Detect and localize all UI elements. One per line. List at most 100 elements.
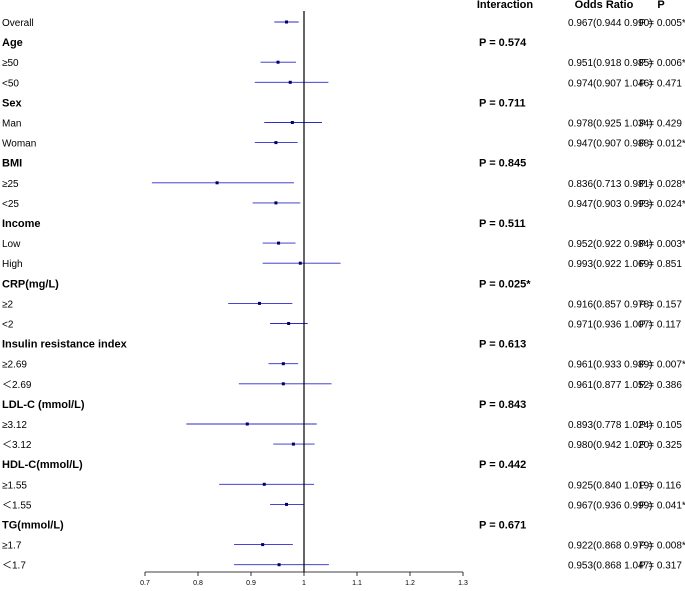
p-value: P = 0.007*	[639, 360, 685, 371]
subgroup-label: ≥1.55	[2, 480, 27, 491]
subgroup-label: ＜3.12	[2, 440, 32, 451]
odds-ratio-value: 0.922(0.868 0.979)	[568, 541, 653, 552]
x-tick-label: 1.1	[352, 580, 362, 587]
p-value: P = 0.386	[639, 380, 682, 391]
subgroup-label: ≥1.7	[2, 541, 22, 552]
x-tick-label: 1	[302, 580, 306, 587]
odds-ratio-point	[261, 543, 265, 547]
odds-ratio-point	[291, 442, 295, 446]
odds-ratio-value: 0.951(0.918 0.985)	[568, 58, 653, 69]
p-value: P = 0.012*	[639, 139, 685, 150]
odds-ratio-value: 0.980(0.942 1.020)	[568, 440, 653, 451]
p-value: P = 0.317	[639, 561, 682, 572]
odds-ratio-point	[262, 482, 266, 486]
odds-ratio-value: 0.947(0.903 0.993)	[568, 199, 653, 210]
odds-ratio-value: 0.961(0.933 0.989)	[568, 360, 653, 371]
p-value: P = 0.117	[639, 320, 682, 331]
p-value: P = 0.003*	[639, 239, 685, 250]
interaction-p-value: P = 0.845	[479, 158, 526, 170]
subgroup-label: <25	[2, 199, 19, 210]
subgroup-label: ≥50	[2, 58, 19, 69]
interaction-p-value: P = 0.711	[479, 97, 526, 109]
p-value: P = 0.024*	[639, 199, 685, 210]
interaction-p-value: P = 0.025*	[479, 278, 531, 290]
odds-ratio-value: 0.974(0.907 1.046)	[568, 78, 653, 89]
group-label: LDL-C (mmol/L)	[2, 399, 85, 411]
odds-ratio-value: 0.971(0.936 1.007)	[568, 320, 653, 331]
subgroup-label: ＜1.7	[2, 561, 26, 572]
odds-ratio-point	[288, 80, 292, 84]
interaction-p-value: P = 0.442	[479, 459, 526, 471]
subgroup-label: ＜1.55	[2, 500, 32, 511]
subgroup-label: Man	[2, 119, 21, 130]
p-value: P = 0.429	[639, 119, 682, 130]
odds-ratio-value: 0.993(0.922 1.069)	[568, 259, 653, 270]
p-value: P = 0.005*	[639, 18, 685, 29]
subgroup-label: Low	[2, 239, 21, 250]
p-value: P = 0.851	[639, 259, 682, 270]
subgroup-label: Woman	[2, 139, 36, 150]
odds-ratio-value: 0.836(0.713 0.981)	[568, 179, 653, 190]
odds-ratio-value: 0.953(0.868 1.047)	[568, 561, 653, 572]
odds-ratio-value: 0.947(0.907 0.988)	[568, 139, 653, 150]
odds-ratio-point	[290, 121, 294, 124]
subgroup-label: High	[2, 259, 23, 270]
group-label: TG(mmol/L)	[2, 520, 64, 532]
odds-ratio-point	[274, 141, 278, 145]
subgroup-label: ≥3.12	[2, 420, 27, 431]
odds-ratio-point	[298, 261, 302, 265]
x-tick-label: 1.2	[405, 580, 415, 587]
odds-ratio-point	[285, 20, 289, 24]
p-value: P = 0.105	[639, 420, 682, 431]
odds-ratio-value: 0.916(0.857 0.978)	[568, 299, 653, 310]
odds-ratio-point	[274, 201, 278, 205]
group-label: Sex	[2, 97, 22, 109]
x-tick-label: 0.8	[193, 580, 203, 587]
subgroup-label: ≥2.69	[2, 360, 27, 371]
odds-ratio-point	[285, 502, 289, 506]
subgroup-label: ≥2	[2, 299, 13, 310]
interaction-p-value: P = 0.671	[479, 520, 526, 532]
odds-ratio-point	[215, 181, 219, 185]
subgroup-label: Overall	[2, 18, 34, 29]
x-tick-label: 0.9	[246, 580, 256, 587]
x-tick-label: 1.3	[458, 580, 468, 587]
subgroup-label: ＜2.69	[2, 380, 32, 391]
p-value: P = 0.006*	[639, 58, 685, 69]
subgroup-label: <50	[2, 78, 19, 89]
odds-ratio-point	[287, 322, 291, 325]
rows-layer: Overall 0.967(0.944 0.990)P = 0.005* Age P …	[2, 18, 685, 572]
odds-ratio-value: 0.893(0.778 1.024)	[568, 420, 653, 431]
x-axis: 0.7 0.8 0.9 1 1.1 1.2 1.3	[140, 11, 468, 587]
group-label: Income	[2, 218, 41, 230]
group-label: Insulin resistance index	[2, 339, 128, 351]
subgroup-label: ≥25	[2, 179, 19, 190]
odds-ratio-value: 0.952(0.922 0.984)	[568, 239, 653, 250]
p-value: P = 0.041*	[639, 500, 685, 511]
subgroup-label: <2	[2, 320, 14, 331]
header-p: P	[657, 0, 664, 11]
interaction-p-value: P = 0.511	[479, 218, 526, 230]
interaction-p-value: P = 0.574	[479, 37, 527, 49]
odds-ratio-point	[281, 382, 285, 386]
group-label: CRP(mg/L)	[2, 278, 59, 290]
group-label: Age	[2, 37, 23, 49]
interaction-p-value: P = 0.613	[479, 339, 526, 351]
p-value: P = 0.008*	[639, 541, 685, 552]
p-value: P = 0.471	[639, 78, 682, 89]
odds-ratio-point	[277, 563, 281, 567]
odds-ratio-point	[257, 301, 261, 305]
odds-ratio-value: 0.925(0.840 1.019)	[568, 480, 653, 491]
odds-ratio-value: 0.967(0.944 0.990)	[568, 18, 653, 29]
odds-ratio-point	[245, 422, 249, 426]
group-label: BMI	[2, 158, 22, 170]
odds-ratio-value: 0.961(0.877 1.052)	[568, 380, 653, 391]
odds-ratio-point	[277, 241, 281, 245]
p-value: P = 0.028*	[639, 179, 685, 190]
p-value: P = 0.325	[639, 440, 682, 451]
p-value: P = 0.157	[639, 299, 682, 310]
p-value: P = 0.116	[639, 480, 682, 491]
odds-ratio-value: 0.967(0.936 0.999)	[568, 500, 653, 511]
group-label: HDL-C(mmol/L)	[2, 459, 83, 471]
